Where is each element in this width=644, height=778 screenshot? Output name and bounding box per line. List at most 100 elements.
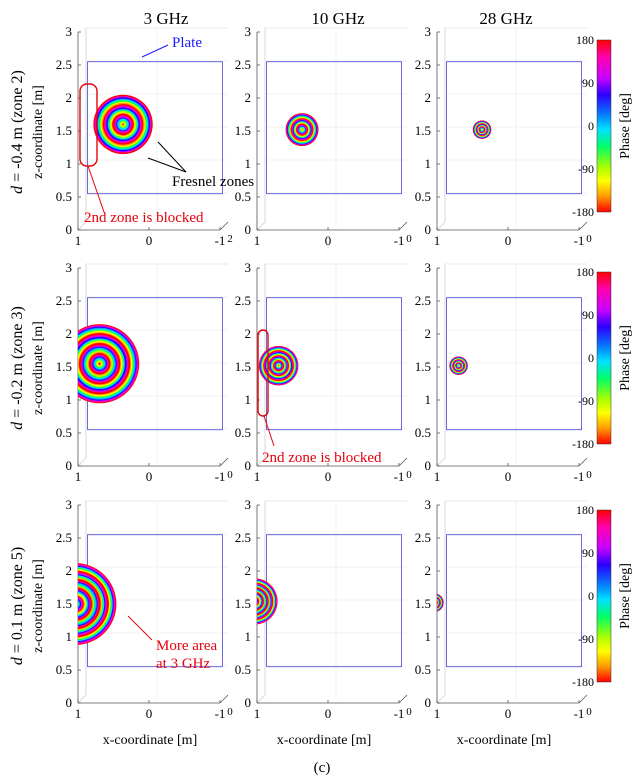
y-tick-label: 3 <box>245 260 252 275</box>
depth-axis-line <box>398 694 408 704</box>
row-label-2-text: = -0.2 m (zone 3) <box>9 306 26 422</box>
fresnel-rings <box>78 563 117 645</box>
x-axis-label-col3: x-coordinate [m] <box>457 733 551 748</box>
more-area-label-line2: at 3 GHz <box>156 656 210 672</box>
z-axis-label-row2: z-coordinate [m] <box>31 321 46 415</box>
fresnel-ring <box>433 601 436 604</box>
panel-r2-c2: 00.511.522.531 0 -1 0 <box>235 260 413 484</box>
y-tick-label: 1.5 <box>56 359 72 374</box>
y-tick-label: 3 <box>425 497 432 512</box>
y-tick-label: 0.5 <box>56 425 72 440</box>
y-tick-label: 1.5 <box>415 123 431 138</box>
colorbar-gradient <box>596 39 612 213</box>
fresnel-ring <box>301 129 303 131</box>
y-tick-label: 2.5 <box>235 57 251 72</box>
y-tick-label: 2 <box>66 326 73 341</box>
y-tick-label: 0.5 <box>235 425 251 440</box>
panel-r1-c1: 00.511.522.531 0 -1 2 <box>56 24 233 248</box>
x-tick-label: 0 <box>146 706 153 721</box>
colorbar-row1: 180 90 0 -90 -180 Phase [deg] <box>572 33 633 219</box>
y-tick-label: 2 <box>66 563 73 578</box>
y-tick-label: 2.5 <box>415 57 431 72</box>
x-tick-label: 1 <box>75 233 82 248</box>
x-tick-label: 1 <box>254 706 261 721</box>
fresnel-rings <box>472 120 492 139</box>
y-tick-label: 2.5 <box>56 530 72 545</box>
y-tick-label: 2 <box>245 563 252 578</box>
colorbar-tick-label: -90 <box>578 632 594 646</box>
y-tick-label: 1 <box>66 392 73 407</box>
x-tick-depth-label: 0 <box>227 469 233 481</box>
fresnel-ring <box>437 601 438 605</box>
plate-outline <box>266 534 402 668</box>
depth-axis-line <box>219 694 229 704</box>
axes-backwall <box>256 500 407 704</box>
x-tick-label: -1 <box>574 469 585 484</box>
y-tick-label: 0.5 <box>415 189 431 204</box>
y-tick-label: 1.5 <box>235 359 251 374</box>
y-tick-label: 1.5 <box>235 596 251 611</box>
colorbar-tick-label: 90 <box>582 76 594 90</box>
y-tick-label: 1.5 <box>415 359 431 374</box>
colorbar-tick-label: 180 <box>576 503 594 517</box>
blocked-label-2: 2nd zone is blocked <box>262 450 382 466</box>
panels-group: 00.511.522.531 0 -1 200.511.522.531 0 -1 000.5… <box>56 24 593 721</box>
panel-r3-c3: 00.511.522.531 0 -1 0 <box>415 497 593 721</box>
fresnel-ring <box>98 362 101 365</box>
y-tick-label: 2.5 <box>415 293 431 308</box>
y-tick-label: 0 <box>425 458 432 473</box>
y-tick-label: 1 <box>245 156 252 171</box>
x-axis-label-col1: x-coordinate [m] <box>103 733 197 748</box>
y-tick-label: 3 <box>66 497 73 512</box>
y-tick-label: 0.5 <box>56 189 72 204</box>
fresnel-ring <box>257 600 258 603</box>
annotations: Plate Fresnel zones 2nd zone is blocked … <box>79 35 382 672</box>
fresnel-ring <box>434 602 435 603</box>
y-tick-label: 1.5 <box>56 123 72 138</box>
panel-r2-c1: 00.511.522.531 0 -1 0 <box>56 260 234 484</box>
fresnel-rings <box>93 94 153 155</box>
x-tick-label: -1 <box>394 469 405 484</box>
gridlines <box>445 263 587 462</box>
y-tick-label: 0 <box>425 222 432 237</box>
colorbar-tick-label: 0 <box>588 589 594 603</box>
fresnel-rings <box>285 113 319 147</box>
colorbar-tick-label: 0 <box>588 351 594 365</box>
plate-label: Plate <box>172 35 202 51</box>
z-axis-label-row3: z-coordinate [m] <box>31 559 46 653</box>
row-label-1-d: d <box>9 185 26 194</box>
y-tick-label: 0.5 <box>56 662 72 677</box>
y-tick-label: 3 <box>245 24 252 39</box>
y-tick-label: 2 <box>245 326 252 341</box>
y-tick-label: 0 <box>66 695 73 710</box>
fresnel-ring <box>432 600 437 605</box>
x-tick-label: 1 <box>434 469 441 484</box>
x-tick-label: 1 <box>434 706 441 721</box>
blocked-zone-outline-2 <box>257 329 269 417</box>
column-title-10ghz: 10 GHz <box>311 9 365 28</box>
row-label-3: d = 0.1 m (zone 5) <box>9 547 26 665</box>
x-tick-label: 1 <box>254 469 261 484</box>
gridlines <box>265 500 407 699</box>
x-tick-label: 0 <box>325 706 332 721</box>
fresnel-ring <box>252 599 256 603</box>
y-tick-label: 2.5 <box>415 530 431 545</box>
x-tick-depth-label: 0 <box>406 233 412 245</box>
colorbar-tick-label: 0 <box>588 119 594 133</box>
y-tick-label: 0.5 <box>415 662 431 677</box>
colorbar-tick-label: -180 <box>572 205 594 219</box>
blocked-label-1: 2nd zone is blocked <box>84 210 204 226</box>
svg-text:d = 0.1 m (zone 5): d = 0.1 m (zone 5) <box>9 547 26 665</box>
x-tick-depth-label: 0 <box>406 469 412 481</box>
svg-text:d = -0.2 m (zone 3): d = -0.2 m (zone 3) <box>9 306 26 430</box>
colorbar-gradient <box>596 271 612 445</box>
y-tick-label: 2 <box>425 563 432 578</box>
y-tick-label: 1 <box>245 392 252 407</box>
y-tick-label: 1 <box>66 629 73 644</box>
y-tick-label: 0 <box>245 695 252 710</box>
row-label-3-d: d <box>9 656 26 665</box>
x-tick-depth-label: 0 <box>406 706 412 718</box>
plate-arrow <box>141 44 169 58</box>
y-tick-label: 3 <box>66 24 73 39</box>
